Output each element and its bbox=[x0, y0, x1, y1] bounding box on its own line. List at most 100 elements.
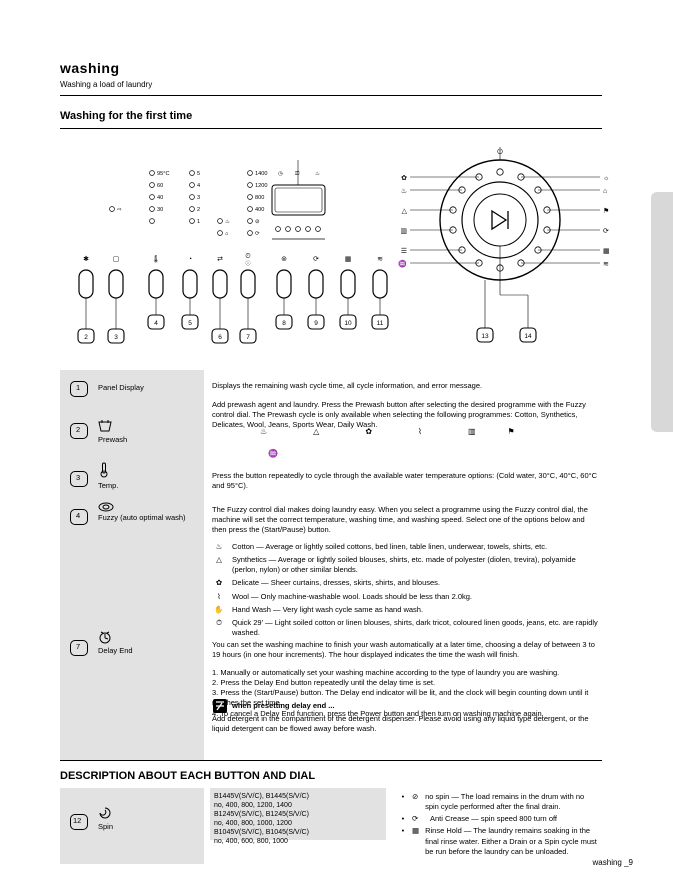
svg-text:1400: 1400 bbox=[255, 171, 267, 177]
wool-icon: ⌇ bbox=[418, 427, 422, 441]
svg-text:⏲: ⏲ bbox=[245, 253, 251, 260]
svg-text:5: 5 bbox=[188, 320, 192, 327]
delicates-icon: ✿ bbox=[365, 427, 372, 441]
section-title-2: DESCRIPTION ABOUT EACH BUTTON AND DIAL bbox=[60, 770, 315, 782]
step-label-7: Delay End bbox=[98, 646, 133, 655]
note-intro: when presetting delay end ... bbox=[232, 701, 335, 711]
svg-text:9: 9 bbox=[314, 320, 318, 327]
svg-text:⎚: ⎚ bbox=[295, 171, 300, 177]
svg-text:⊚: ⊚ bbox=[281, 256, 287, 263]
spin-spiral-icon bbox=[98, 806, 112, 820]
synthetics-icon: △ bbox=[313, 427, 319, 441]
step-label-3: Temp. bbox=[98, 481, 118, 490]
prewash-programme-icons: ♨ △ ✿ ⌇ ▥ ⚑ bbox=[260, 427, 590, 441]
svg-text:♨: ♨ bbox=[315, 170, 320, 177]
svg-text:⌂: ⌂ bbox=[603, 188, 607, 195]
svg-text:800: 800 bbox=[255, 195, 264, 201]
section-title-1: Washing for the first time bbox=[60, 110, 192, 122]
step-num-12: 12 bbox=[73, 816, 81, 826]
svg-text:⟳: ⟳ bbox=[603, 228, 609, 235]
svg-text:◔: ◔ bbox=[188, 256, 192, 263]
svg-text:4: 4 bbox=[154, 320, 158, 327]
step-num-3: 3 bbox=[76, 473, 80, 483]
fuzzy-intro: The Fuzzy control dial makes doing laund… bbox=[212, 505, 600, 535]
prewash-text: Add prewash agent and laundry. Press the… bbox=[212, 400, 600, 430]
svg-text:⌂: ⌂ bbox=[225, 231, 228, 237]
quick-icon: ⏱ bbox=[212, 618, 226, 628]
note-body: Add detergent in the compartment of the … bbox=[212, 714, 600, 734]
svg-text:95°C: 95°C bbox=[157, 171, 170, 177]
svg-text:♨: ♨ bbox=[401, 187, 407, 195]
svg-text:3: 3 bbox=[114, 334, 118, 341]
svg-text:60: 60 bbox=[157, 183, 163, 189]
svg-text:▦: ▦ bbox=[345, 256, 352, 263]
spin-bullets: •⊘no spin — The load remains in the drum… bbox=[400, 792, 600, 859]
svg-text:2: 2 bbox=[197, 207, 200, 213]
step-label-12: Spin bbox=[98, 822, 113, 831]
svg-text:⚑: ⚑ bbox=[603, 207, 609, 215]
svg-text:≋: ≋ bbox=[603, 261, 609, 268]
synthetics-icon: △ bbox=[212, 555, 226, 565]
daily-wash-icon: ♒ bbox=[268, 449, 278, 458]
svg-text:1: 1 bbox=[197, 219, 200, 225]
step-label-1: Panel Display bbox=[98, 383, 144, 392]
svg-text:40: 40 bbox=[157, 195, 163, 201]
rule-2 bbox=[60, 128, 602, 129]
svg-text:🌡: 🌡 bbox=[152, 255, 161, 263]
svg-text:✿: ✿ bbox=[401, 175, 407, 182]
cotton-icon: ♨ bbox=[212, 542, 226, 552]
svg-text:♒: ♒ bbox=[398, 259, 407, 268]
fuzzy-dial-icon bbox=[98, 502, 114, 512]
svg-text:5: 5 bbox=[197, 171, 200, 177]
svg-text:1200: 1200 bbox=[255, 183, 267, 189]
svg-text:8: 8 bbox=[282, 320, 286, 327]
page-subtitle: Washing a load of laundry bbox=[60, 80, 152, 89]
svg-text:▦: ▦ bbox=[603, 248, 610, 255]
rule-1 bbox=[60, 95, 602, 96]
svg-text:13: 13 bbox=[481, 333, 489, 340]
control-panel-diagram: 95°C 60 40 30 ⇨ 5 4 3 2 1 ♨ ⌂ 1400 1200 … bbox=[60, 145, 620, 350]
page-title: washing bbox=[60, 60, 152, 76]
nospin-icon: ⊘ bbox=[412, 792, 419, 812]
step-num-1: 1 bbox=[76, 383, 80, 393]
svg-text:♨: ♨ bbox=[225, 218, 230, 225]
hand-icon: ✋ bbox=[212, 605, 226, 615]
svg-text:▢: ▢ bbox=[113, 256, 120, 263]
page-header: washing Washing a load of laundry bbox=[60, 60, 152, 89]
rule-3 bbox=[60, 760, 602, 761]
svg-text:☼: ☼ bbox=[603, 175, 609, 182]
sport-icon: ⚑ bbox=[508, 427, 515, 441]
svg-text:ⓘ: ⓘ bbox=[245, 260, 250, 267]
svg-text:◷: ◷ bbox=[278, 171, 283, 177]
svg-text:400: 400 bbox=[255, 207, 264, 213]
note-icon bbox=[212, 698, 228, 714]
panel-display-text: Displays the remaining wash cycle time, … bbox=[212, 381, 600, 391]
svg-text:☰: ☰ bbox=[401, 248, 407, 255]
cotton-icon: ♨ bbox=[260, 427, 267, 441]
svg-text:2: 2 bbox=[84, 334, 88, 341]
delay-clock-icon bbox=[98, 630, 112, 644]
step-num-2: 2 bbox=[76, 425, 80, 435]
svg-text:✱: ✱ bbox=[83, 255, 89, 263]
svg-text:14: 14 bbox=[524, 333, 532, 340]
svg-text:△: △ bbox=[402, 208, 408, 215]
step-label-4: Fuzzy (auto optimal wash) bbox=[98, 514, 186, 523]
crease-icon: ⟳ bbox=[412, 814, 424, 824]
prewash-icon bbox=[98, 420, 112, 432]
svg-text:▥: ▥ bbox=[400, 228, 407, 235]
svg-text:3: 3 bbox=[197, 195, 200, 201]
svg-text:6: 6 bbox=[218, 334, 222, 341]
svg-text:⇄: ⇄ bbox=[217, 256, 223, 263]
wool-icon: ⌇ bbox=[212, 592, 226, 602]
svg-text:⊘: ⊘ bbox=[255, 219, 260, 225]
svg-text:4: 4 bbox=[197, 183, 200, 189]
rinsehold-icon: ▦ bbox=[412, 826, 419, 856]
page-side-tab bbox=[651, 192, 673, 432]
svg-text:30: 30 bbox=[157, 207, 163, 213]
page-number: washing _9 bbox=[593, 858, 633, 867]
svg-text:⟳: ⟳ bbox=[255, 231, 260, 237]
thermometer-icon bbox=[100, 462, 108, 478]
programme-list: ♨Cotton — Average or lightly soiled cott… bbox=[212, 542, 600, 641]
jeans-icon: ▥ bbox=[468, 427, 476, 441]
svg-text:⟳: ⟳ bbox=[313, 256, 319, 263]
